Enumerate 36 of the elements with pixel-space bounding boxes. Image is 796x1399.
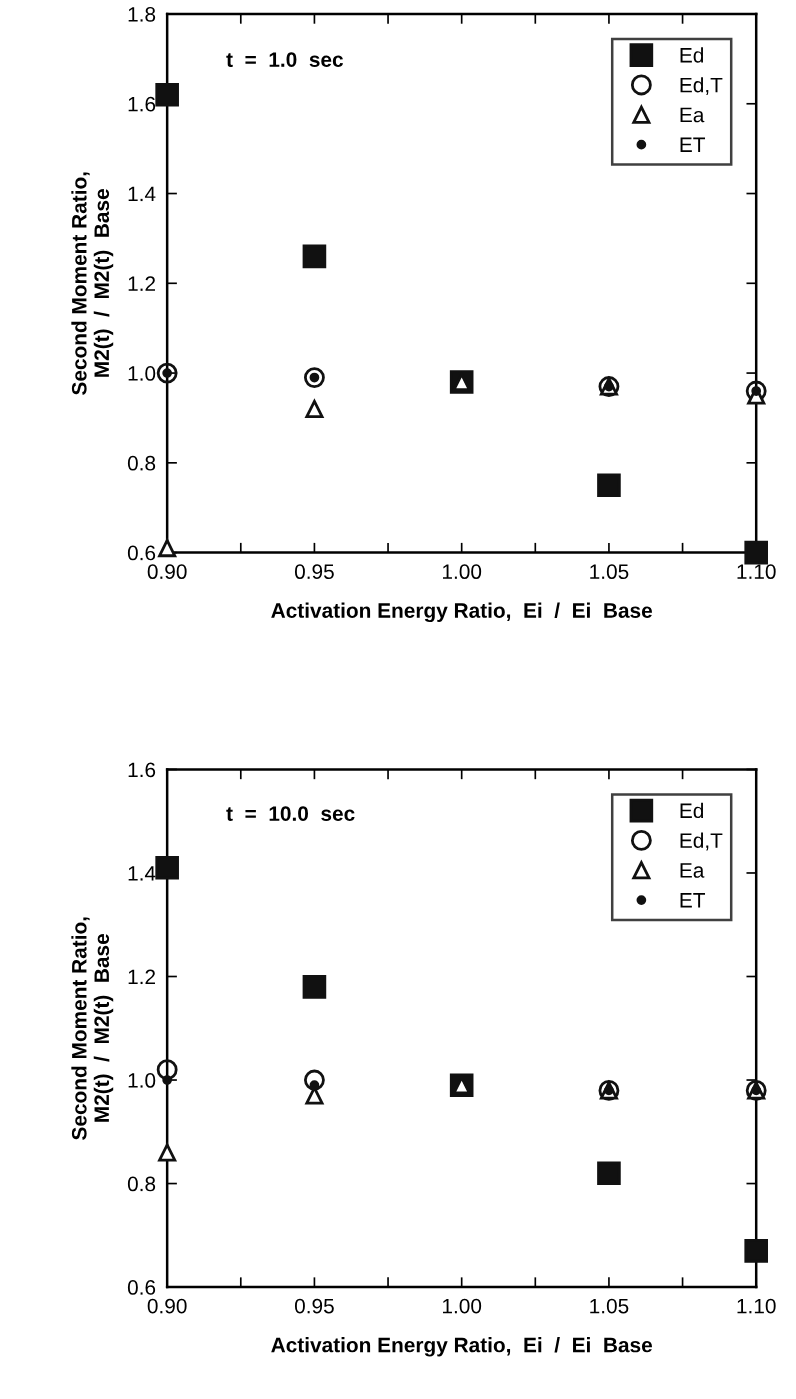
x-tick-label: 0.90 (147, 1298, 187, 1314)
y-axis-title: Second Moment Ratio, M2(t) / M2(t) Base (71, 917, 114, 1140)
y-tick-label: 1.8 (128, 6, 156, 22)
legend-label: Ed (680, 802, 704, 819)
y-tick-label: 1.0 (128, 1073, 156, 1088)
x-tick-label: 1.05 (590, 1298, 629, 1314)
y-tick-label: 0.6 (127, 545, 156, 561)
x-tick-label: 1.00 (443, 564, 482, 580)
y-tick-label: 1.6 (128, 762, 156, 778)
y-tick-label: 1.4 (128, 186, 156, 202)
legend-label: Ea (680, 863, 705, 878)
x-axis-title: Activation Energy Ratio, Ei / Ei Base (271, 602, 652, 623)
y-tick-label: 1.6 (128, 96, 156, 112)
y-tick-label: 1.2 (128, 969, 156, 985)
x-tick-label: 1.10 (737, 564, 776, 580)
x-tick-label: 0.95 (294, 1298, 334, 1314)
annotation: t = 1.0 sec (226, 52, 344, 67)
y-tick-label: 1.0 (128, 366, 156, 381)
x-tick-label: 1.00 (443, 1298, 482, 1314)
legend-label: ET (680, 893, 706, 908)
x-tick-label: 0.90 (147, 564, 187, 580)
y-tick-label: 0.8 (127, 455, 156, 471)
y-tick-label: 1.2 (128, 276, 156, 291)
y-tick-label: 0.6 (127, 1280, 156, 1295)
legend-label: Ed,T (680, 77, 723, 95)
x-axis-title: Activation Energy Ratio, Ei / Ei Base (271, 1337, 652, 1357)
legend-label: Ed,T (680, 832, 723, 851)
x-tick-label: 0.95 (294, 564, 334, 580)
legend-label: Ed (680, 47, 704, 63)
legend-label: ET (680, 137, 706, 152)
y-axis-title: Second Moment Ratio, M2(t) / M2(t) Base (71, 172, 114, 395)
x-tick-label: 1.05 (590, 564, 629, 580)
annotation: t = 10.0 sec (226, 806, 355, 821)
x-tick-label: 1.10 (737, 1298, 776, 1314)
y-tick-label: 0.8 (127, 1176, 156, 1192)
legend-label: Ea (680, 107, 705, 123)
